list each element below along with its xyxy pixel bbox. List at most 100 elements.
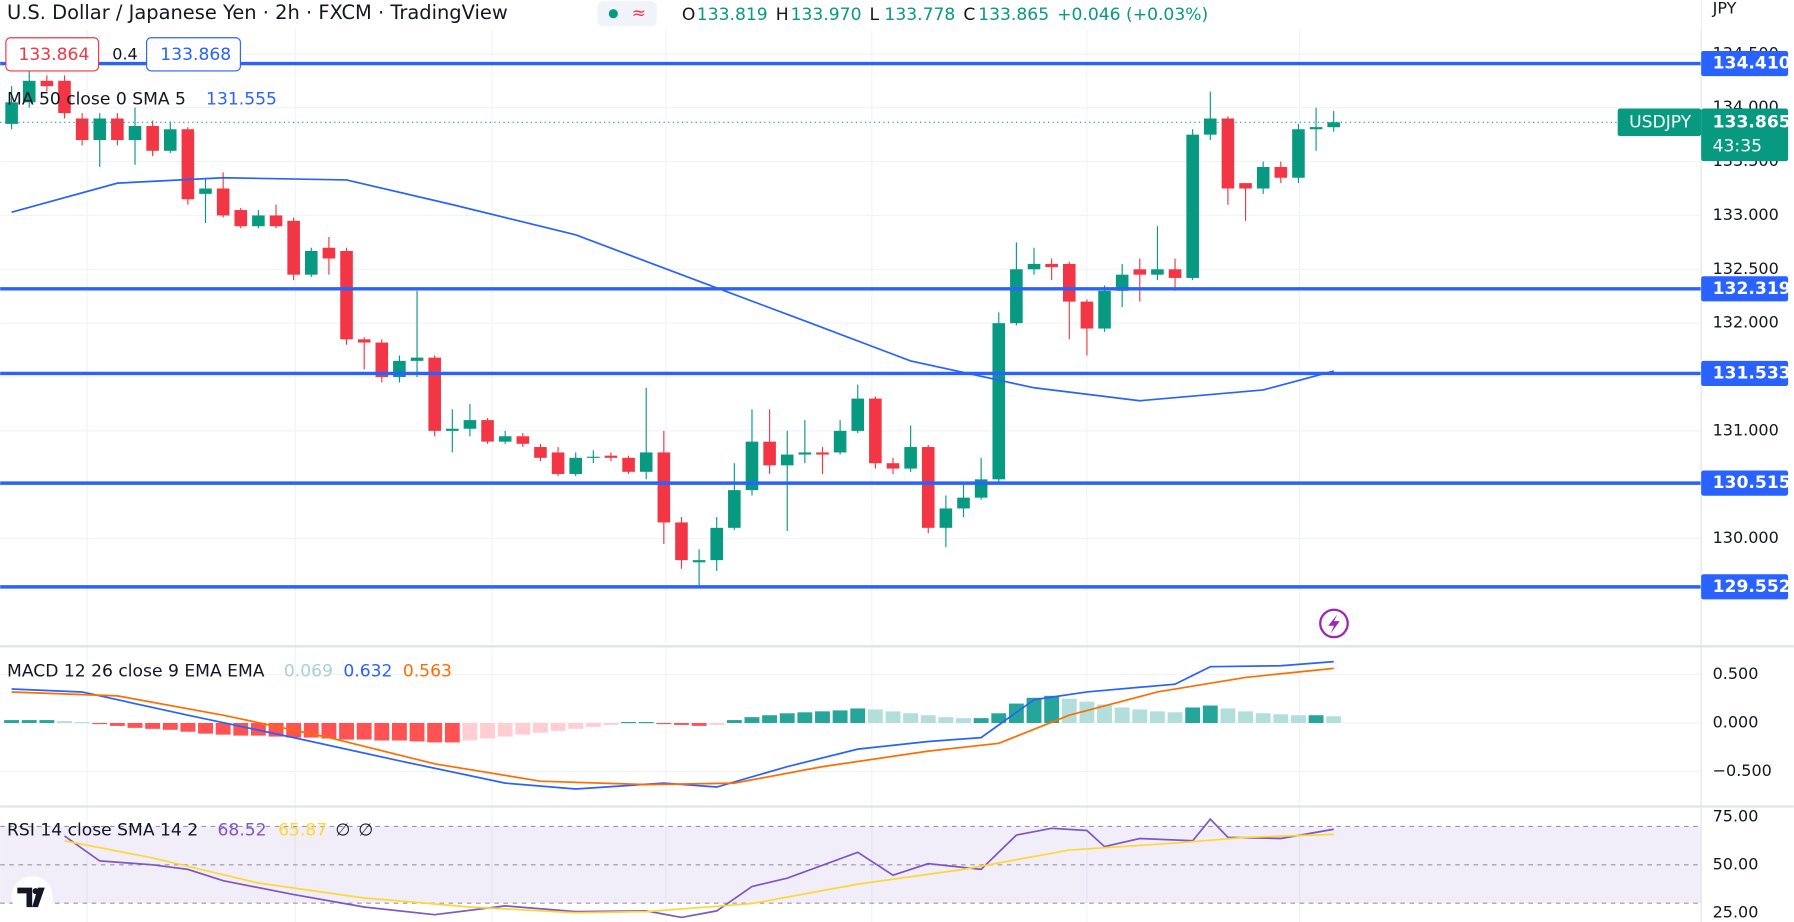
histogram-bar xyxy=(621,722,637,724)
candle-body xyxy=(904,447,917,469)
plot-layer xyxy=(0,53,1702,919)
y-tick-label: 0.000 xyxy=(1713,712,1759,731)
candle-body xyxy=(886,463,900,469)
candle-body xyxy=(1010,269,1023,324)
histogram-bar xyxy=(1273,714,1289,723)
delay-icon: ≈ xyxy=(632,4,646,24)
histogram-bar xyxy=(515,722,531,735)
ohlc-value: 133.865 xyxy=(978,5,1049,25)
rsi-value: 68.52 xyxy=(218,820,267,840)
histogram-bar xyxy=(850,708,866,723)
histogram-bar xyxy=(973,718,989,723)
histogram-bar xyxy=(1114,707,1130,723)
y-tick-label: 132.000 xyxy=(1713,313,1779,332)
status-pill[interactable] xyxy=(597,1,657,27)
y-tick-label: 75.00 xyxy=(1713,806,1759,825)
candle-body xyxy=(1027,263,1041,270)
candle-body xyxy=(798,452,812,455)
candle-body xyxy=(534,447,547,458)
level-label: 129.552 xyxy=(1713,577,1791,597)
level-label: 132.319 xyxy=(1713,279,1791,299)
ask-box[interactable] xyxy=(146,37,241,72)
indicator-line xyxy=(11,667,1334,786)
candle-body xyxy=(622,457,635,472)
histogram-bar xyxy=(726,720,742,723)
candle-body xyxy=(75,118,89,141)
histogram-bar xyxy=(1255,713,1271,723)
histogram-bar xyxy=(920,715,936,723)
candle-body xyxy=(551,452,565,474)
candle-body xyxy=(322,247,336,259)
candle-body xyxy=(1080,301,1094,329)
candle-body xyxy=(234,210,248,227)
candle-body xyxy=(816,452,829,455)
histogram-bar xyxy=(1149,711,1165,723)
candle-body xyxy=(1204,118,1217,135)
rsi-band xyxy=(0,826,1702,904)
histogram-bar xyxy=(1044,695,1060,723)
histogram-bar xyxy=(533,722,548,733)
histogram-bar xyxy=(497,722,513,737)
histogram-bar xyxy=(885,711,901,723)
candle-body xyxy=(1098,290,1111,329)
histogram-bar xyxy=(427,722,443,743)
histogram-bar xyxy=(744,717,760,723)
histogram-bar xyxy=(145,722,161,729)
histogram-bar xyxy=(1291,715,1306,723)
indicator-line xyxy=(11,176,1334,402)
candle-body xyxy=(58,80,71,114)
bid-box[interactable] xyxy=(5,37,100,72)
histogram-bar xyxy=(1026,697,1042,723)
histogram-bar xyxy=(444,722,460,743)
histogram-bar xyxy=(198,722,213,734)
histogram-bar xyxy=(1238,711,1253,723)
histogram-bar xyxy=(321,722,337,739)
histogram-bar xyxy=(92,722,108,725)
symbol-label-bg xyxy=(1617,108,1702,136)
histogram-bar xyxy=(374,722,390,741)
histogram-bar xyxy=(1185,707,1201,723)
candle-body xyxy=(181,129,195,200)
alert-bolt xyxy=(1328,614,1340,634)
price-change: +0.046 (+0.03%) xyxy=(1057,5,1208,25)
symbol-title: U.S. Dollar / Japanese Yen · 2h · FXCM ·… xyxy=(7,1,508,24)
rsi-value: 65.87 xyxy=(278,820,327,840)
ma-value: 131.555 xyxy=(206,90,277,110)
histogram-bar xyxy=(462,722,478,741)
y-tick-label: 131.000 xyxy=(1713,420,1779,439)
rsi-legend: RSI 14 close SMA 14 2 xyxy=(7,820,198,840)
candle-body xyxy=(304,250,318,275)
histogram-bar xyxy=(1202,705,1218,723)
candle-body xyxy=(639,452,653,472)
logo-bg xyxy=(11,876,53,918)
candle-body xyxy=(111,118,124,141)
y-tick-label: 0.500 xyxy=(1713,664,1759,683)
y-tick-label: 132.500 xyxy=(1713,259,1779,278)
histogram-bar xyxy=(409,722,425,742)
ohlc-value: 133.970 xyxy=(791,5,862,25)
candle-body xyxy=(40,80,54,87)
candle-body xyxy=(199,188,212,194)
indicator-line xyxy=(63,817,1334,919)
histogram-bar xyxy=(1097,704,1112,723)
candle-body xyxy=(604,455,618,458)
histogram-bar xyxy=(938,717,954,723)
candle-body xyxy=(851,398,865,431)
ohlc-value: 133.778 xyxy=(884,5,955,25)
ohlc-letter: L xyxy=(870,5,880,25)
histogram-bar xyxy=(109,722,125,726)
spread: 0.4 xyxy=(112,44,137,63)
y-tick-label: −0.500 xyxy=(1713,761,1772,780)
last-price-bg xyxy=(1701,108,1789,162)
candle-body xyxy=(1292,129,1305,178)
candle-body xyxy=(128,126,142,141)
candle-body xyxy=(780,454,794,466)
histogram-bar xyxy=(1132,709,1148,723)
level-label-bg xyxy=(1701,50,1789,77)
candle-body xyxy=(216,188,230,216)
candle-body xyxy=(1133,269,1147,275)
candle-body xyxy=(1256,166,1270,189)
candle-body xyxy=(22,80,36,103)
currency-label[interactable]: JPY xyxy=(1712,0,1737,18)
tradingview-logo[interactable] xyxy=(11,876,53,918)
